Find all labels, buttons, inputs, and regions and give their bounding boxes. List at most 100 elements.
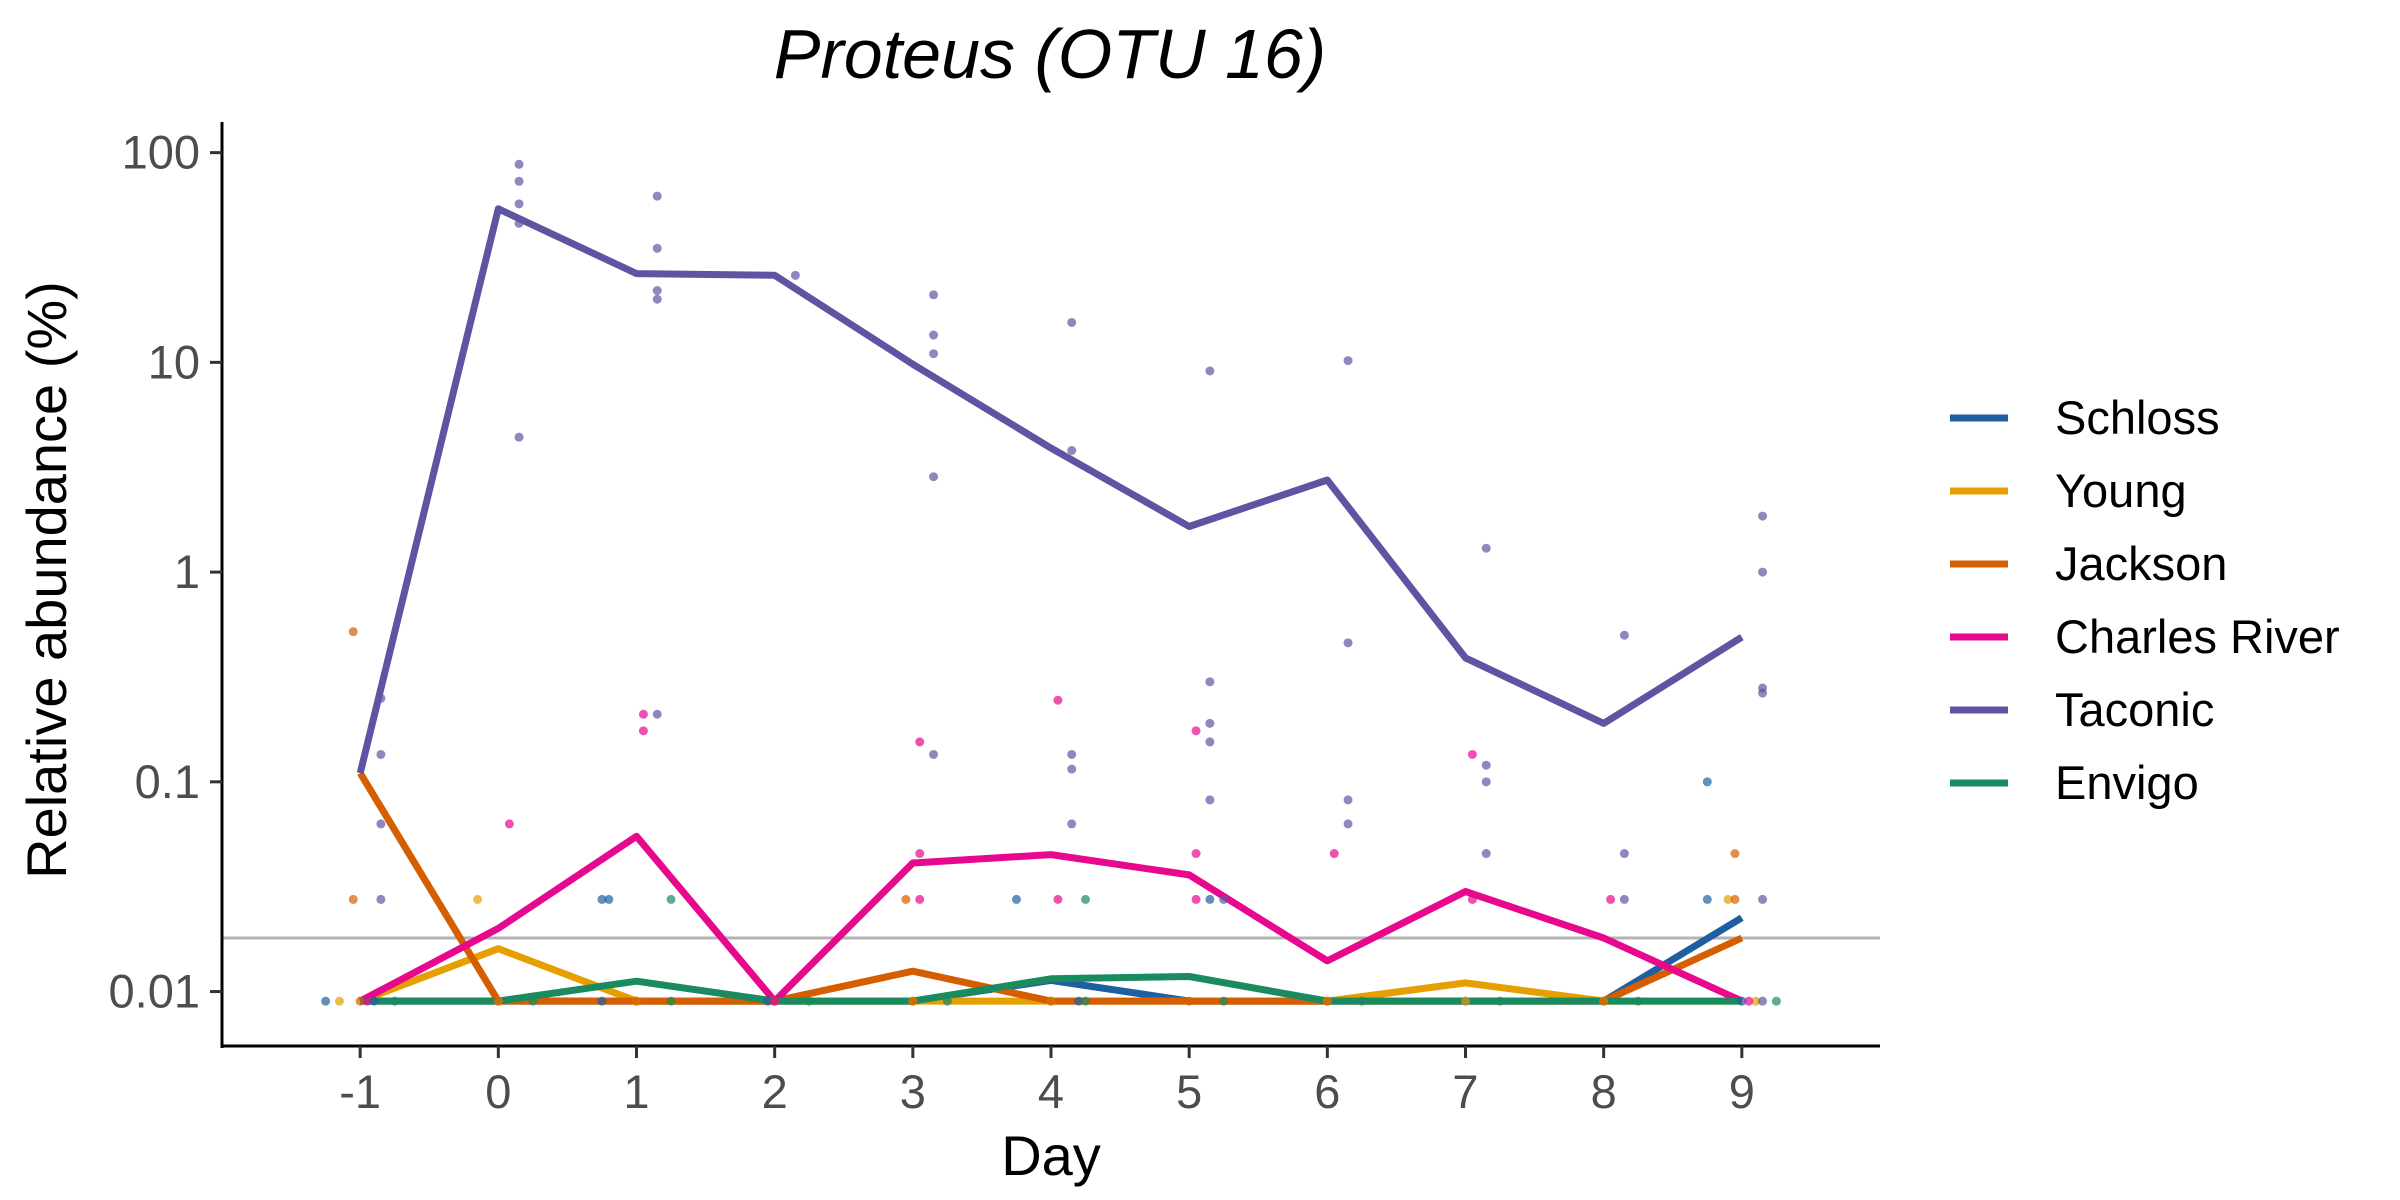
data-point-taconic	[929, 349, 939, 359]
data-point-taconic	[1205, 677, 1215, 687]
y-axis: 0.01 0.1 1 10 100 Relative abundance (%)	[15, 122, 224, 1048]
data-point-taconic	[1205, 718, 1215, 728]
data-point-taconic	[1481, 543, 1491, 553]
data-point-taconic	[1481, 849, 1491, 859]
data-point-schloss	[597, 894, 607, 904]
chart-title: Proteus (OTU 16)	[774, 15, 1326, 93]
data-point-taconic	[376, 819, 386, 829]
x-tick-label: 0	[485, 1065, 511, 1118]
data-point-charles-river	[1191, 726, 1201, 736]
data-point-taconic	[1205, 795, 1215, 805]
data-point-taconic	[514, 176, 524, 186]
x-tick-label: 8	[1591, 1065, 1617, 1118]
y-tick-label: 100	[122, 126, 200, 179]
data-point-jackson	[1184, 996, 1194, 1006]
data-point-taconic	[376, 749, 386, 759]
data-point-taconic	[652, 286, 662, 296]
legend-label: Envigo	[2055, 756, 2199, 809]
data-point-envigo	[1081, 894, 1091, 904]
data-point-taconic	[376, 894, 386, 904]
data-point-young	[334, 996, 344, 1006]
y-tick-label: 0.1	[135, 755, 200, 808]
data-point-taconic	[514, 218, 524, 228]
data-point-schloss	[1702, 777, 1712, 787]
data-point-young	[1751, 996, 1761, 1006]
data-point-charles-river	[1191, 894, 1201, 904]
data-point-taconic	[1205, 737, 1215, 747]
data-point-charles-river	[1744, 996, 1754, 1006]
data-point-schloss	[763, 996, 773, 1006]
data-point-charles-river	[915, 737, 925, 747]
data-point-envigo	[1357, 996, 1367, 1006]
series-line-envigo	[360, 973, 1742, 1005]
data-point-taconic	[1343, 356, 1353, 366]
data-point-envigo	[528, 996, 538, 1006]
data-point-taconic	[929, 472, 939, 482]
series-lines	[356, 205, 1744, 1005]
data-point-young	[473, 894, 483, 904]
data-point-taconic	[514, 159, 524, 169]
x-axis: -1 0 1 2 3 4 5 6 7 8 9 Day	[222, 1044, 1880, 1187]
legend-item-jackson: Jackson	[1950, 537, 2227, 590]
data-point-jackson	[1322, 996, 1332, 1006]
data-point-envigo	[666, 996, 676, 1006]
data-point-jackson	[348, 627, 358, 637]
legend-item-envigo: Envigo	[1950, 756, 2199, 809]
x-axis-title: Day	[1001, 1124, 1101, 1187]
data-point-charles-river	[770, 996, 780, 1006]
data-point-envigo	[804, 996, 814, 1006]
data-point-taconic	[1343, 795, 1353, 805]
legend: Schloss Young Jackson Charles River Taconic E…	[1950, 391, 2340, 809]
data-point-schloss	[1011, 894, 1021, 904]
data-point-taconic	[652, 191, 662, 201]
data-point-taconic	[929, 330, 939, 340]
data-point-jackson	[1046, 996, 1056, 1006]
data-point-taconic	[790, 270, 800, 280]
data-point-taconic	[1619, 849, 1629, 859]
data-point-taconic	[1619, 630, 1629, 640]
data-point-jackson	[901, 894, 911, 904]
data-point-taconic	[1758, 996, 1768, 1006]
y-axis-title: Relative abundance (%)	[15, 281, 78, 879]
data-point-taconic	[376, 693, 386, 703]
data-point-jackson	[1599, 996, 1609, 1006]
data-point-jackson	[348, 894, 358, 904]
data-point-envigo	[390, 996, 400, 1006]
data-point-schloss	[1702, 894, 1712, 904]
x-tick-label: 9	[1729, 1065, 1755, 1118]
data-point-envigo	[1771, 996, 1781, 1006]
legend-item-taconic: Taconic	[1950, 683, 2214, 736]
x-tick-label: 1	[623, 1065, 649, 1118]
data-point-taconic	[652, 243, 662, 253]
data-point-envigo	[1495, 996, 1505, 1006]
data-point-taconic	[514, 432, 524, 442]
data-point-young	[1723, 894, 1733, 904]
data-point-taconic	[1758, 688, 1768, 698]
data-point-charles-river	[362, 996, 372, 1006]
data-point-taconic	[1481, 777, 1491, 787]
data-point-taconic	[1758, 567, 1768, 577]
data-point-taconic	[1067, 446, 1077, 456]
data-point-taconic	[1067, 819, 1077, 829]
x-tick-label: 4	[1038, 1065, 1064, 1118]
series-line-taconic	[356, 205, 1744, 774]
data-point-envigo	[1633, 996, 1643, 1006]
data-point-charles-river	[915, 849, 925, 859]
series-line-charles-river	[358, 832, 1744, 1005]
data-point-charles-river	[1329, 849, 1339, 859]
data-point-taconic	[1219, 894, 1229, 904]
data-point-charles-river	[638, 726, 648, 736]
data-point-taconic	[652, 709, 662, 719]
data-point-schloss	[604, 894, 614, 904]
x-tick-label: 7	[1452, 1065, 1478, 1118]
legend-item-charles-river: Charles River	[1950, 610, 2340, 663]
data-point-jackson	[355, 996, 365, 1006]
data-point-taconic	[652, 294, 662, 304]
legend-label: Taconic	[2055, 683, 2214, 736]
data-point-taconic	[1067, 317, 1077, 327]
data-point-charles-river	[1606, 894, 1616, 904]
legend-label: Charles River	[2055, 610, 2340, 663]
data-point-charles-river	[1467, 894, 1477, 904]
legend-label: Schloss	[2055, 391, 2220, 444]
